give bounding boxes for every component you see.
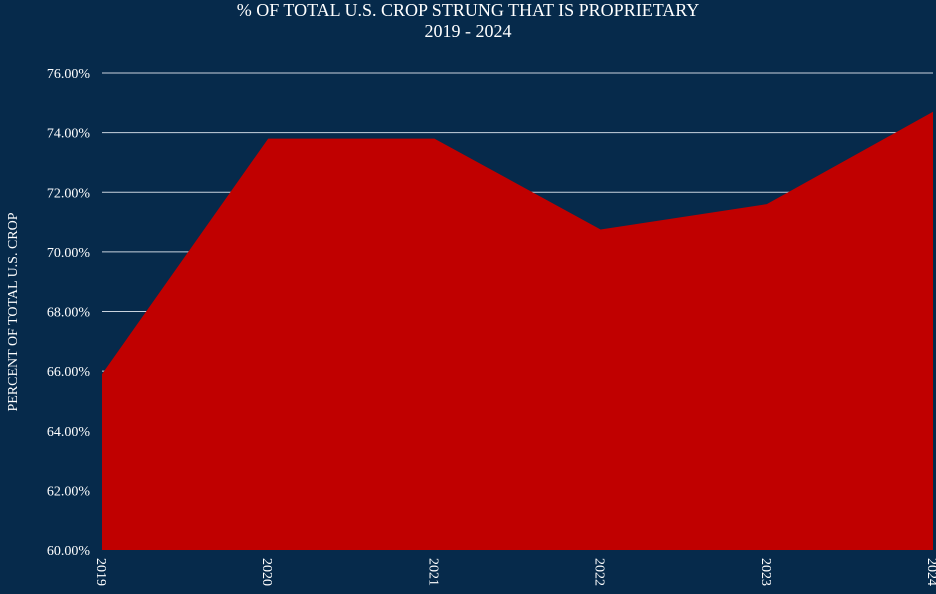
y-axis-label: PERCENT OF TOTAL U.S. CROP bbox=[6, 212, 21, 411]
y-tick-label: 72.00% bbox=[47, 186, 91, 201]
y-tick-label: 70.00% bbox=[47, 246, 91, 261]
area-fill bbox=[102, 111, 933, 550]
x-tick-label: 2020 bbox=[259, 558, 274, 586]
x-tick-label: 2024 bbox=[924, 558, 936, 586]
chart-subtitle: 2019 - 2024 bbox=[425, 21, 512, 41]
x-tick-label: 2022 bbox=[592, 558, 607, 586]
y-axis-ticks: 60.00% 62.00% 64.00% 66.00% 68.00% 70.00% 72.0… bbox=[47, 67, 91, 559]
y-tick-label: 64.00% bbox=[47, 425, 91, 440]
x-tick-label: 2021 bbox=[425, 558, 440, 586]
chart-title: % OF TOTAL U.S. CROP STRUNG THAT IS PROP… bbox=[237, 0, 700, 20]
y-tick-label: 66.00% bbox=[47, 365, 91, 380]
y-tick-label: 68.00% bbox=[47, 306, 91, 321]
y-tick-label: 60.00% bbox=[47, 544, 91, 559]
x-axis-ticks: 2019 2020 2021 2022 2023 2024 bbox=[93, 558, 936, 586]
area-series bbox=[102, 111, 933, 550]
x-tick-label: 2019 bbox=[93, 558, 108, 586]
y-tick-label: 74.00% bbox=[47, 127, 91, 142]
y-tick-label: 76.00% bbox=[47, 67, 91, 82]
y-tick-label: 62.00% bbox=[47, 484, 91, 499]
x-tick-label: 2023 bbox=[758, 558, 773, 586]
